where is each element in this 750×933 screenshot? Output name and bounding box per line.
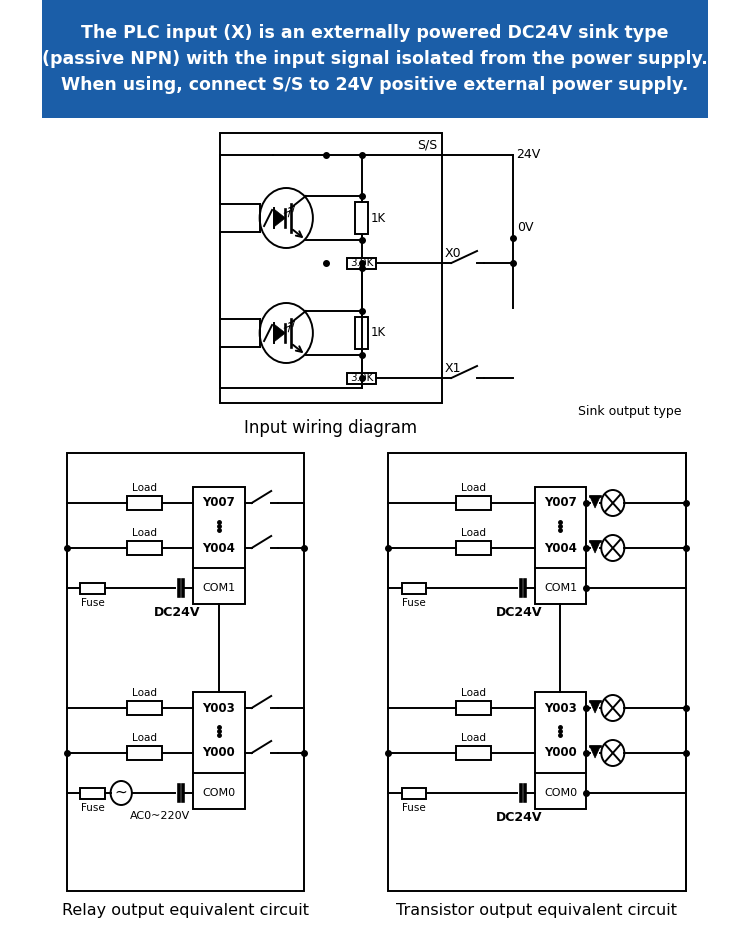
Bar xyxy=(220,133,442,403)
Polygon shape xyxy=(590,541,601,553)
Bar xyxy=(456,746,491,760)
Text: DC24V: DC24V xyxy=(496,811,542,824)
Text: Y003: Y003 xyxy=(544,702,577,715)
Text: ~: ~ xyxy=(115,785,128,800)
Text: COM1: COM1 xyxy=(202,583,236,593)
Text: DC24V: DC24V xyxy=(496,606,542,619)
Text: 3.9K: 3.9K xyxy=(350,373,374,383)
Text: COM0: COM0 xyxy=(544,788,577,798)
Bar xyxy=(80,582,105,593)
Text: Load: Load xyxy=(461,483,486,493)
Text: COM1: COM1 xyxy=(544,583,577,593)
Polygon shape xyxy=(590,746,601,758)
Text: Fuse: Fuse xyxy=(402,803,426,813)
Bar xyxy=(347,372,376,383)
Text: Y004: Y004 xyxy=(544,541,577,554)
Bar xyxy=(127,746,162,760)
Text: Load: Load xyxy=(461,528,486,538)
Text: Fuse: Fuse xyxy=(402,598,426,608)
Text: Y003: Y003 xyxy=(202,702,236,715)
Text: DC24V: DC24V xyxy=(154,606,200,619)
Text: AC0~220V: AC0~220V xyxy=(130,811,190,821)
Bar xyxy=(456,541,491,555)
Bar xyxy=(347,258,376,269)
Text: The PLC input (X) is an externally powered DC24V sink type
(passive NPN) with th: The PLC input (X) is an externally power… xyxy=(42,23,708,94)
Text: 1K: 1K xyxy=(370,327,386,340)
Bar xyxy=(401,582,427,593)
Text: Relay output equivalent circuit: Relay output equivalent circuit xyxy=(62,903,309,918)
Text: Load: Load xyxy=(132,483,157,493)
Text: S/S: S/S xyxy=(417,138,437,151)
Bar xyxy=(388,453,686,891)
Bar xyxy=(193,692,244,809)
Bar xyxy=(127,496,162,510)
Bar xyxy=(456,496,491,510)
Text: Load: Load xyxy=(461,733,486,743)
Text: Y007: Y007 xyxy=(202,496,236,509)
Bar xyxy=(193,487,244,604)
Text: 3.9K: 3.9K xyxy=(350,258,374,268)
Bar xyxy=(456,701,491,715)
Text: Sink output type: Sink output type xyxy=(578,405,681,418)
Text: Input wiring diagram: Input wiring diagram xyxy=(244,419,417,437)
Text: Load: Load xyxy=(132,733,157,743)
Polygon shape xyxy=(590,496,601,508)
Bar xyxy=(80,787,105,799)
Text: Y000: Y000 xyxy=(544,746,577,759)
Text: Y000: Y000 xyxy=(202,746,236,759)
Text: 1K: 1K xyxy=(370,212,386,225)
Text: 24V: 24V xyxy=(516,148,540,161)
Bar xyxy=(356,317,368,349)
Polygon shape xyxy=(274,209,286,227)
Bar xyxy=(401,787,427,799)
Text: Load: Load xyxy=(132,528,157,538)
Text: Y007: Y007 xyxy=(544,496,577,509)
Text: Load: Load xyxy=(132,688,157,698)
Text: Load: Load xyxy=(461,688,486,698)
Bar xyxy=(127,541,162,555)
Bar xyxy=(42,0,708,118)
Text: X1: X1 xyxy=(444,362,460,375)
Text: 0V: 0V xyxy=(517,221,533,234)
Text: Y004: Y004 xyxy=(202,541,236,554)
Text: X0: X0 xyxy=(444,247,460,260)
Bar xyxy=(535,487,586,604)
Bar xyxy=(356,202,368,234)
Bar xyxy=(127,701,162,715)
Text: COM0: COM0 xyxy=(202,788,236,798)
Polygon shape xyxy=(274,324,286,342)
Text: Fuse: Fuse xyxy=(81,598,105,608)
Bar xyxy=(67,453,304,891)
Polygon shape xyxy=(590,701,601,713)
Text: Fuse: Fuse xyxy=(81,803,105,813)
Bar xyxy=(535,692,586,809)
Text: Transistor output equivalent circuit: Transistor output equivalent circuit xyxy=(397,903,677,918)
